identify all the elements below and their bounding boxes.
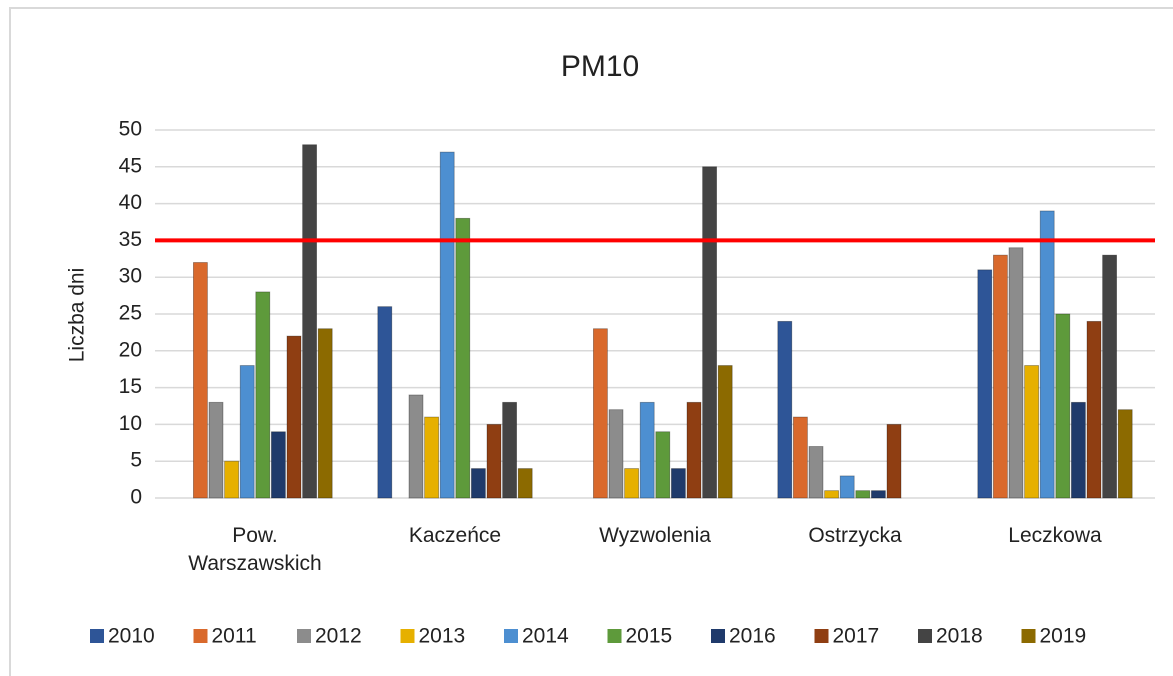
y-tick-label: 15 bbox=[119, 375, 142, 398]
x-tick-label: Pow. Warszawskich bbox=[188, 524, 322, 575]
chart-title: PM10 bbox=[561, 50, 639, 83]
bar bbox=[439, 151, 455, 499]
bar bbox=[977, 269, 993, 499]
bar bbox=[239, 365, 255, 499]
bar bbox=[1008, 247, 1024, 499]
legend-label: 2017 bbox=[833, 625, 880, 648]
bar bbox=[286, 335, 302, 499]
bar bbox=[1102, 254, 1117, 499]
legend-swatch bbox=[193, 629, 208, 643]
bar bbox=[593, 328, 608, 499]
legend-label: 2010 bbox=[108, 625, 155, 648]
legend-label: 2014 bbox=[522, 625, 569, 648]
legend-label: 2011 bbox=[212, 625, 257, 648]
legend-label: 2019 bbox=[1040, 625, 1087, 648]
y-tick-label: 20 bbox=[119, 338, 142, 361]
bar bbox=[208, 401, 224, 499]
bar bbox=[517, 468, 533, 499]
x-tick-label: Wyzwolenia bbox=[599, 524, 711, 547]
bar bbox=[424, 416, 440, 499]
bar bbox=[717, 365, 733, 499]
y-tick-label: 0 bbox=[130, 486, 142, 509]
bar bbox=[224, 460, 240, 499]
legend-swatch bbox=[711, 629, 725, 643]
bar bbox=[608, 409, 624, 499]
y-tick-label: 35 bbox=[119, 228, 142, 251]
x-tick-label: Kaczeńce bbox=[408, 524, 502, 547]
bar bbox=[1071, 401, 1086, 499]
bar bbox=[192, 262, 208, 499]
bar bbox=[317, 328, 333, 499]
y-tick-label: 40 bbox=[119, 191, 142, 214]
y-tick-label: 25 bbox=[119, 302, 142, 325]
legend-swatch bbox=[1021, 629, 1036, 643]
bar bbox=[255, 291, 271, 499]
y-tick-label: 10 bbox=[119, 412, 142, 435]
y-tick-label: 5 bbox=[130, 449, 142, 472]
legend-swatch bbox=[504, 629, 518, 643]
bar bbox=[624, 468, 639, 499]
x-tick-label: Leczkowa bbox=[1008, 524, 1102, 547]
bar bbox=[1039, 210, 1055, 499]
bar bbox=[639, 401, 655, 499]
bar bbox=[377, 306, 393, 499]
bar bbox=[302, 144, 318, 499]
bar bbox=[455, 217, 471, 499]
legend-label: 2012 bbox=[315, 625, 362, 648]
bar bbox=[808, 446, 824, 499]
y-tick-label: 30 bbox=[119, 265, 142, 288]
bar bbox=[270, 431, 286, 499]
bar bbox=[486, 423, 502, 499]
bar bbox=[793, 416, 808, 499]
bar bbox=[702, 166, 717, 499]
bar bbox=[871, 490, 886, 499]
bar bbox=[886, 423, 902, 499]
bar bbox=[777, 320, 793, 499]
y-tick-label: 45 bbox=[119, 154, 142, 177]
legend-swatch bbox=[814, 629, 829, 643]
bar bbox=[824, 490, 839, 499]
legend-label: 2015 bbox=[626, 625, 673, 648]
bar bbox=[655, 431, 671, 499]
legend-label: 2016 bbox=[729, 625, 776, 648]
legend-swatch bbox=[400, 629, 415, 643]
bar bbox=[686, 401, 702, 499]
x-tick-label: Ostrzycka bbox=[808, 524, 902, 547]
bar bbox=[470, 468, 486, 499]
legend-swatch bbox=[297, 629, 311, 643]
legend-label: 2013 bbox=[419, 625, 466, 648]
legend-swatch bbox=[918, 629, 932, 643]
bar bbox=[671, 468, 686, 499]
chart-frame bbox=[9, 7, 1173, 676]
bar bbox=[855, 490, 871, 499]
bar bbox=[1117, 409, 1133, 499]
bar bbox=[502, 401, 518, 499]
bar bbox=[839, 475, 855, 499]
bar bbox=[993, 254, 1008, 499]
legend-swatch bbox=[607, 629, 622, 643]
bar bbox=[408, 394, 424, 499]
legend-swatch bbox=[90, 629, 104, 643]
y-tick-label: 50 bbox=[119, 118, 142, 141]
bar bbox=[1086, 320, 1102, 499]
legend-label: 2018 bbox=[936, 625, 983, 648]
bar bbox=[1024, 365, 1039, 499]
bar bbox=[1055, 313, 1071, 499]
y-axis-label: Liczba dni bbox=[66, 268, 89, 363]
